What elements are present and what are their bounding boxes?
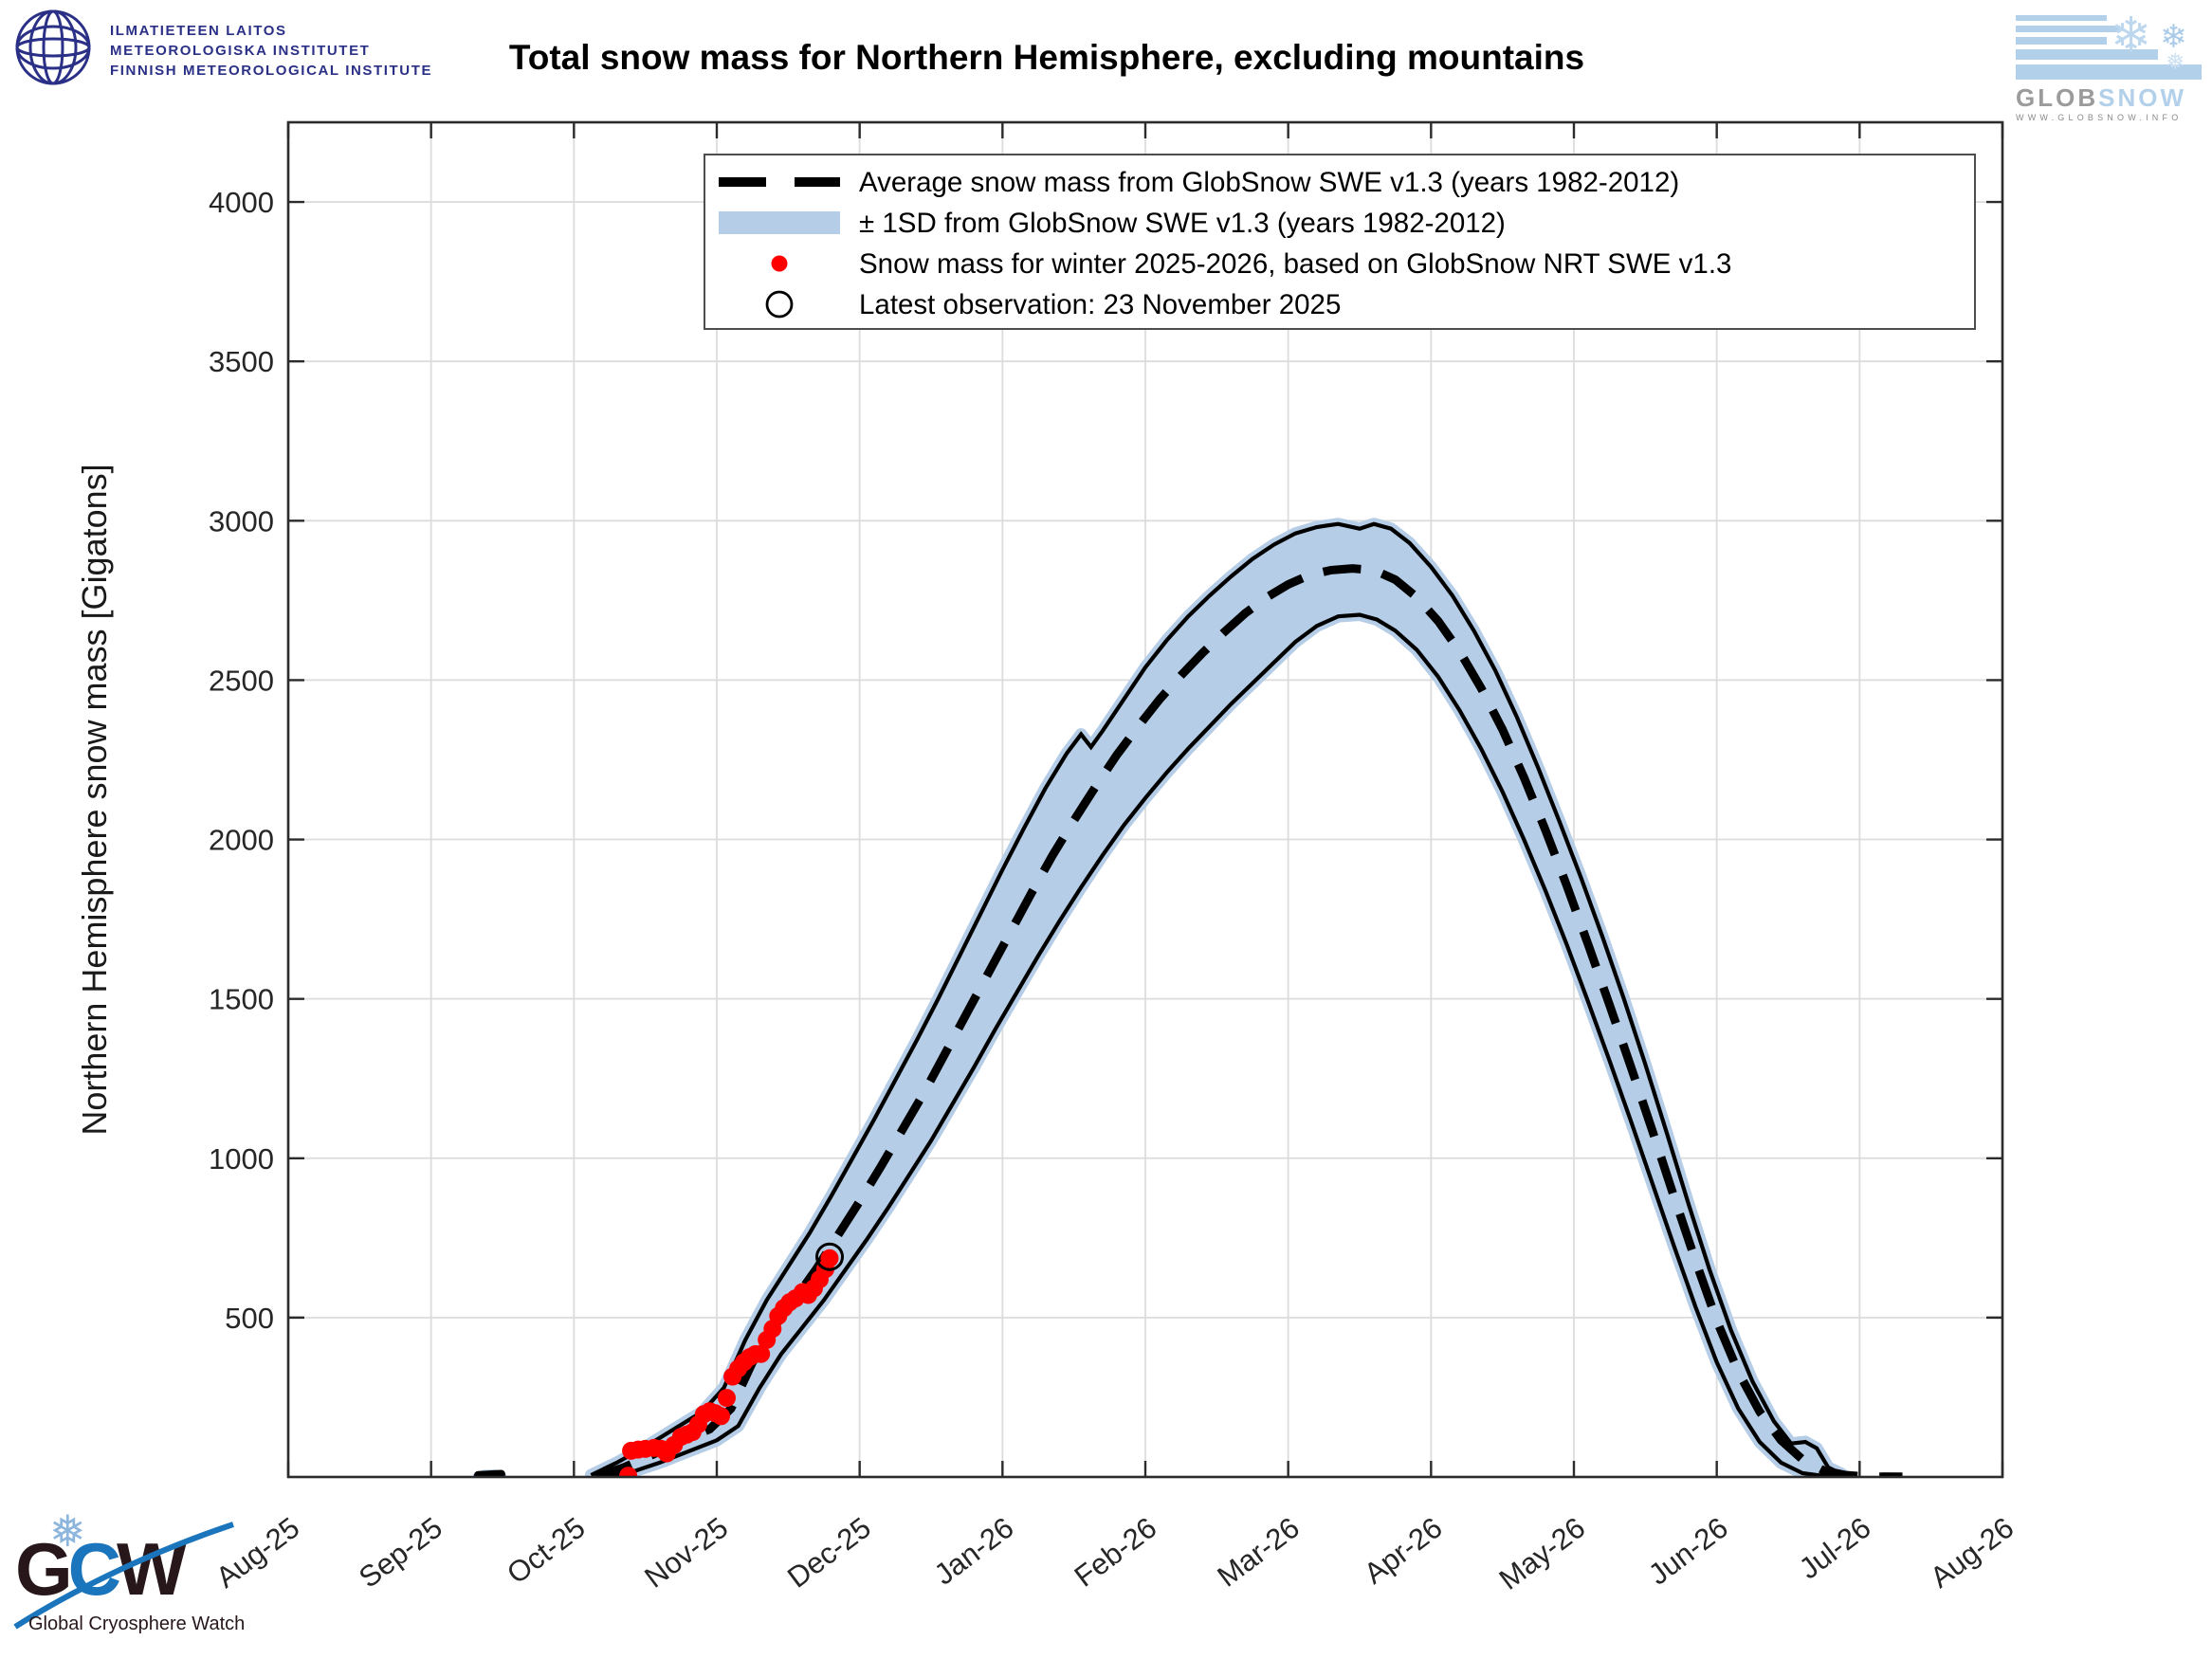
x-tick-label: Dec-25 [781, 1511, 877, 1595]
legend-red-dot-sample [771, 255, 788, 272]
fmi-name-sv: METEOROLOGISKA INSTITUTET [110, 43, 371, 59]
x-tick-label: Feb-26 [1069, 1511, 1163, 1594]
september-blip-dash [473, 1469, 505, 1477]
current-winter-dot [712, 1407, 730, 1426]
y-tick-label: 500 [225, 1302, 274, 1335]
fmi-logo: ILMATIETEEN LAITOS METEOROLOGISKA INSTIT… [13, 8, 432, 87]
gcw-caption: Global Cryosphere Watch [28, 1613, 246, 1634]
chart-title: Total snow mass for Northern Hemisphere,… [508, 38, 1585, 77]
current-winter-dot [820, 1249, 839, 1267]
current-winter-dot [752, 1344, 771, 1363]
legend-open-circle-sample [765, 290, 794, 319]
current-winter-dot [619, 1467, 638, 1477]
y-tick-label: 3500 [209, 345, 274, 378]
y-tick-label: 1500 [209, 983, 274, 1016]
snowflake-icon: ❄ [2160, 19, 2187, 55]
x-tick-label: Jan-26 [928, 1511, 1020, 1592]
x-tick-label: Jun-26 [1642, 1511, 1734, 1592]
gcw-wordmark: GCW [15, 1527, 187, 1611]
y-tick-label: 2500 [209, 664, 274, 697]
globsnow-stripes: ❄ ❄ ❅ [2016, 9, 2205, 83]
plot-area [472, 518, 1903, 1477]
legend-label: ± 1SD from GlobSnow SWE v1.3 (years 1982… [859, 208, 1506, 239]
x-tick-label: Aug-26 [1924, 1511, 2020, 1595]
globsnow-logo: ❄ ❄ ❅ GLOBSNOW WWW.GLOBSNOW.INFO [2016, 9, 2205, 122]
sd-band-upper-edge [590, 521, 1844, 1477]
legend-box [704, 154, 1976, 330]
current-winter-dot [718, 1389, 736, 1408]
fmi-name-en: FINNISH METEOROLOGICAL INSTITUTE [110, 63, 433, 79]
x-tick-label: Jul-26 [1793, 1511, 1876, 1586]
x-tick-label: Mar-26 [1211, 1511, 1305, 1594]
fmi-globe-icon [15, 9, 91, 85]
gcw-logo: ❅ GCW Global Cryosphere Watch [9, 1509, 247, 1653]
snowflake-icon: ❅ [2166, 49, 2185, 75]
legend-label: Latest observation: 23 November 2025 [859, 289, 1341, 320]
x-tick-label: May-26 [1493, 1511, 1592, 1596]
legend-label: Average snow mass from GlobSnow SWE v1.3… [859, 167, 1679, 198]
fmi-name-fi: ILMATIETEEN LAITOS [110, 23, 287, 39]
y-axis-label: Northern Hemisphere snow mass [Gigatons] [75, 464, 114, 1135]
legend: Average snow mass from GlobSnow SWE v1.3… [704, 154, 1976, 330]
globsnow-wordmark: GLOBSNOW [2016, 83, 2186, 112]
x-tick-label: Nov-25 [638, 1511, 734, 1595]
current-winter-dots [619, 1249, 839, 1477]
y-tick-label: 3000 [209, 504, 274, 538]
tick-marks [286, 122, 2004, 1477]
snowflake-icon: ❄ [2111, 9, 2152, 64]
y-tick-label: 2000 [209, 824, 274, 857]
globsnow-url: WWW.GLOBSNOW.INFO [2016, 113, 2183, 122]
y-tick-label: 4000 [209, 186, 274, 219]
y-tick-label: 1000 [209, 1142, 274, 1176]
legend-band-swatch [719, 211, 840, 234]
latest-observation-marker [815, 1242, 844, 1271]
x-tick-label: Sep-25 [353, 1511, 448, 1595]
sd-band-lower-edge [602, 612, 1843, 1477]
x-tick-label: Oct-25 [501, 1511, 591, 1591]
legend-label: Snow mass for winter 2025-2026, based on… [859, 248, 1731, 280]
x-tick-label: Apr-26 [1358, 1511, 1448, 1591]
